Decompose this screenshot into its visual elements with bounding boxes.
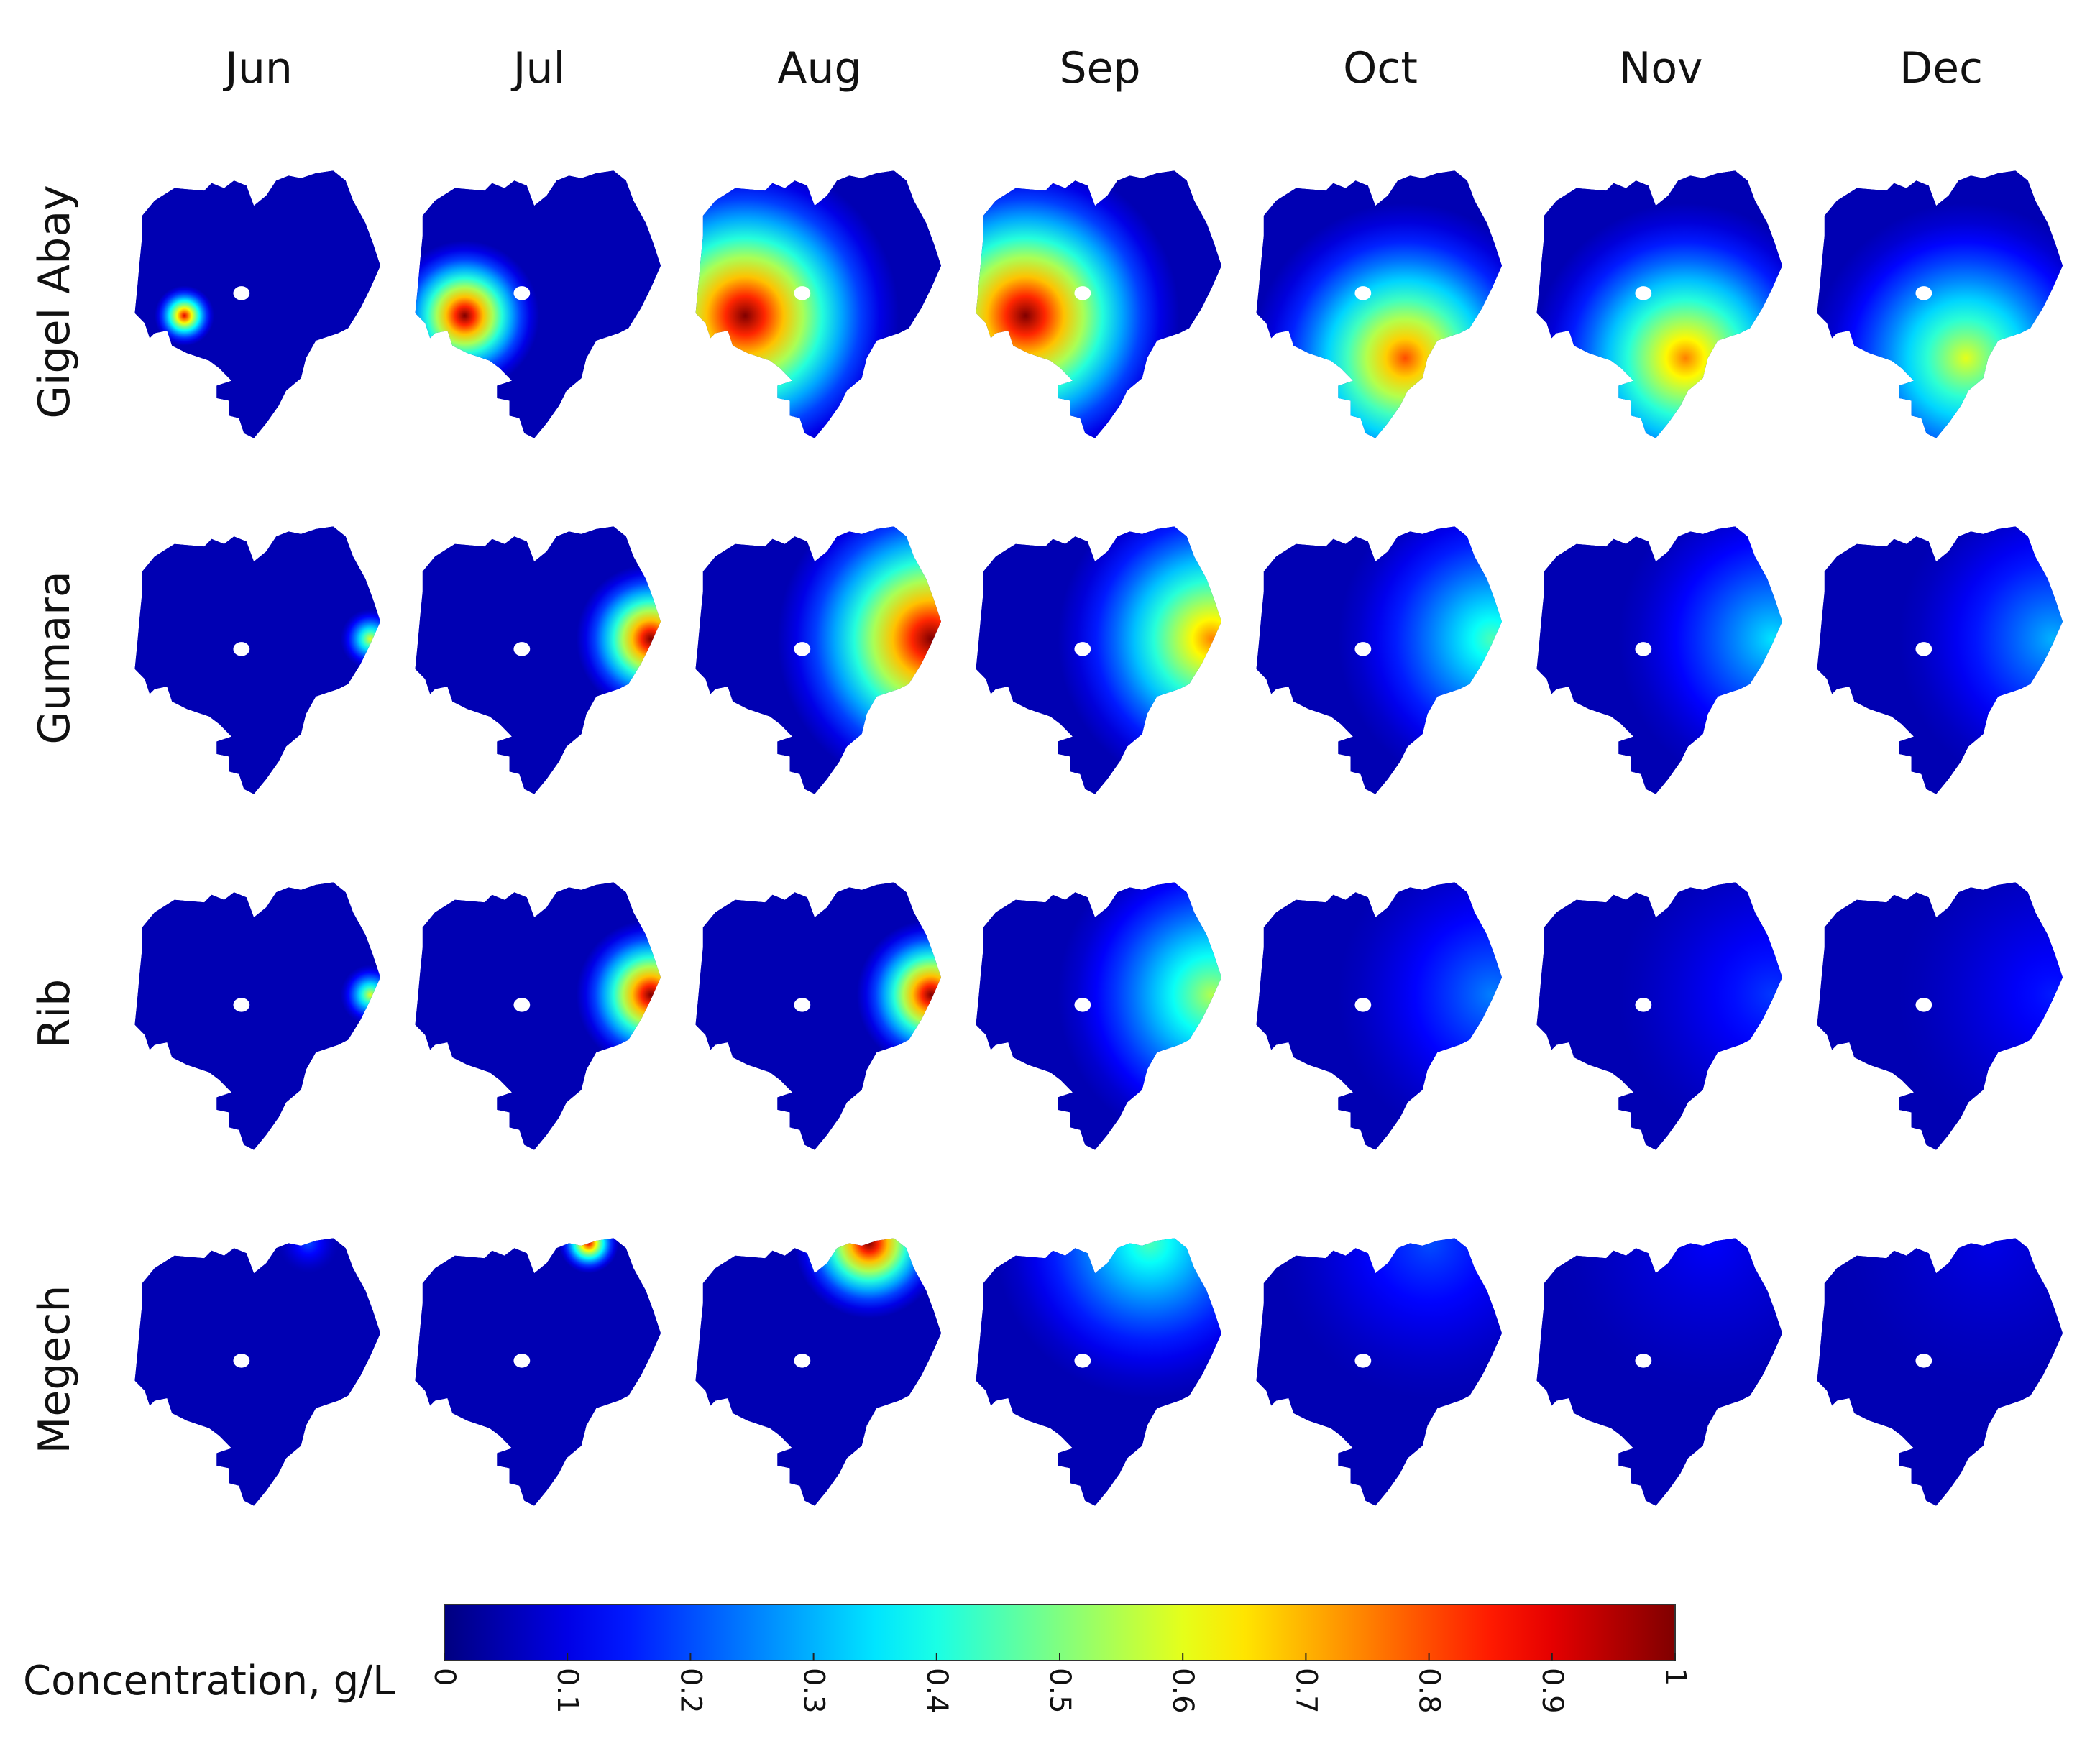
panel-megech-nov [1536,1238,1783,1506]
panel-rib-jul [415,882,661,1150]
row-header-megech: Megech [29,1285,80,1454]
colorbar-tick-label: 0.7 [1289,1668,1322,1714]
colorbar-gradient [444,1604,1676,1661]
panel-gumara-sep [976,526,1222,794]
colorbar-tick-label: 0.3 [797,1668,830,1714]
month-header-nov: Nov [1618,43,1702,93]
island-marker [794,642,811,656]
island-marker [794,286,811,300]
panel-rib-sep [976,882,1222,1150]
panel-megech-jul [415,1238,661,1506]
island-marker [1635,642,1652,656]
panel-gigel-abay-jun [134,170,381,439]
colorbar-tick-label: 0.9 [1536,1668,1569,1714]
month-header-sep: Sep [1059,43,1140,93]
panel-rib-aug [695,882,942,1150]
panel-gigel-abay-aug [695,170,942,439]
island-marker [233,1354,250,1368]
panel-gigel-abay-sep [976,170,1222,439]
colorbar-label: Concentration, g/L [23,1658,395,1704]
island-marker [1635,1354,1652,1368]
panel-gigel-abay-dec [1817,170,2063,439]
island-marker [513,642,531,656]
island-marker [1915,642,1932,656]
island-marker [1354,642,1372,656]
panel-gumara-dec [1817,526,2063,794]
month-header-oct: Oct [1343,43,1418,93]
panel-gigel-abay-oct [1256,170,1503,439]
panel-gumara-jun [134,526,381,794]
panel-rib-jun [134,882,381,1150]
island-marker [233,998,250,1012]
colorbar-tick-label: 0.8 [1413,1668,1446,1714]
island-marker [233,642,250,656]
colorbar: 0 0.1 0.2 0.3 0.4 0.5 0.6 0.7 0.8 0.9 1 [428,1604,1692,1714]
panel-gigel-abay-jul [415,170,661,439]
island-marker [1074,1354,1091,1368]
island-marker [1354,286,1372,300]
colorbar-tick-label: 0.1 [551,1668,584,1714]
map-panels [134,170,2063,1506]
island-marker [794,998,811,1012]
island-marker [1074,642,1091,656]
island-marker [1354,1354,1372,1368]
island-marker [513,998,531,1012]
panel-gumara-aug [695,526,942,794]
island-marker [233,286,250,300]
month-header-dec: Dec [1899,43,1983,93]
panel-rib-nov [1536,882,1783,1150]
panel-rib-dec [1817,882,2063,1150]
month-header-jun: Jun [222,43,293,93]
colorbar-tick-label: 0.5 [1043,1668,1076,1714]
island-marker [1915,1354,1932,1368]
island-marker [1354,998,1372,1012]
colorbar-tick-label: 0.6 [1166,1668,1199,1714]
panel-megech-jun [134,1238,381,1506]
colorbar-tick-label: 0 [428,1668,461,1686]
colorbar-tick-label: 1 [1659,1668,1692,1686]
island-marker [1915,998,1932,1012]
month-header-aug: Aug [777,43,861,93]
island-marker [794,1354,811,1368]
month-header-jul: Jul [510,43,565,93]
panel-gumara-nov [1536,526,1783,794]
month-headers: Jun Jul Aug Sep Oct Nov Dec [222,43,1983,93]
panel-megech-sep [976,1238,1222,1506]
island-marker [1915,286,1932,300]
panel-gumara-oct [1256,526,1503,794]
colorbar-tick-label: 0.2 [674,1668,707,1714]
row-header-gigel-abay: Gigel Abay [29,185,80,418]
panel-megech-dec [1817,1238,2063,1506]
panel-megech-aug [695,1238,942,1506]
island-marker [1635,286,1652,300]
island-marker [513,286,531,300]
colorbar-tick-label: 0.4 [920,1668,953,1714]
panel-rib-oct [1256,882,1503,1150]
river-row-headers: Gigel Abay Gumara Rib Megech [29,185,80,1454]
island-marker [1635,998,1652,1012]
panel-megech-oct [1256,1238,1503,1506]
row-header-rib: Rib [29,979,80,1048]
panel-gigel-abay-nov [1536,170,1783,439]
row-header-gumara: Gumara [29,571,80,744]
island-marker [1074,286,1091,300]
panel-gumara-jul [415,526,661,794]
island-marker [513,1354,531,1368]
island-marker [1074,998,1091,1012]
